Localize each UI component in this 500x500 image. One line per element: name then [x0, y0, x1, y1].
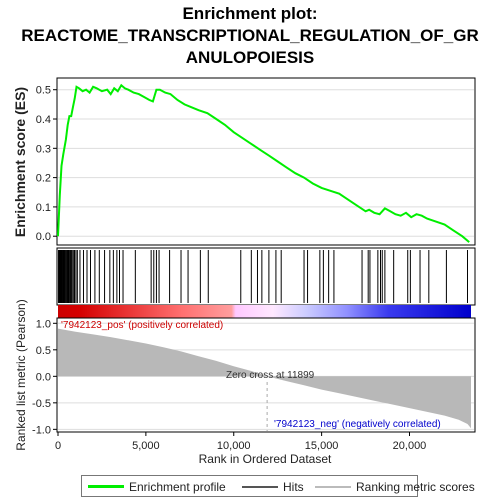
negative-correlation-label: '7942123_neg' (negatively correlated)	[274, 419, 441, 430]
legend-swatch-ranking	[315, 486, 351, 488]
metric-axis-label: Ranked list metric (Pearson)	[14, 299, 28, 450]
chart-title-line-3: ANULOPOIESIS	[186, 48, 314, 67]
es-tick-label: 0.4	[36, 114, 51, 126]
chart-legend: Enrichment profile Hits Ranking metric s…	[81, 475, 475, 497]
es-tick-label: 0.5	[36, 85, 51, 97]
hit-marks	[58, 250, 468, 303]
x-tick-label: 0	[55, 440, 61, 452]
metric-tick-label: -1.0	[32, 424, 51, 436]
es-panel	[56, 77, 476, 246]
es-axis-label: Enrichment score (ES)	[12, 87, 28, 237]
x-tick-label: 5,000	[132, 440, 160, 452]
x-axis-ticks: 0 5,000 10,000 15,000 20,000	[55, 432, 426, 452]
metric-tick-label: 0.5	[36, 345, 51, 357]
x-tick-label: 15,000	[305, 440, 339, 452]
positive-correlation-label: '7942123_pos' (positively correlated)	[61, 320, 223, 331]
chart-title-line-1: Enrichment plot:	[182, 4, 317, 23]
legend-label-enrichment: Enrichment profile	[129, 480, 226, 494]
chart-title-line-2: REACTOME_TRANSCRIPTIONAL_REGULATION_OF_G…	[21, 26, 478, 45]
zero-cross-label: Zero cross at 11899	[226, 370, 315, 381]
x-tick-label: 10,000	[217, 440, 251, 452]
metric-tick-label: 1.0	[36, 318, 51, 330]
es-tick-label: 0.3	[36, 143, 51, 155]
metric-tick-label: 0.0	[36, 371, 51, 383]
x-tick-label: 20,000	[393, 440, 427, 452]
legend-label-hits: Hits	[283, 480, 304, 494]
es-axis-ticks: 0.0 0.1 0.2 0.3 0.4 0.5	[36, 85, 57, 243]
x-axis-label: Rank in Ordered Dataset	[199, 452, 332, 466]
enrichment-profile-line	[57, 83, 470, 243]
metric-tick-label: -0.5	[32, 398, 51, 410]
legend-swatch-hits	[242, 486, 278, 488]
hits-panel	[56, 247, 476, 306]
ranking-heat-bar	[58, 305, 471, 318]
legend-label-ranking: Ranking metric scores	[356, 480, 475, 494]
es-tick-label: 0.2	[36, 173, 51, 185]
legend-swatch-enrichment	[88, 485, 124, 488]
es-tick-label: 0.1	[36, 202, 51, 214]
metric-axis-ticks: -1.0 -0.5 0.0 0.5 1.0	[32, 318, 57, 436]
es-tick-label: 0.0	[36, 231, 51, 243]
ranking-metric-area	[58, 328, 471, 429]
